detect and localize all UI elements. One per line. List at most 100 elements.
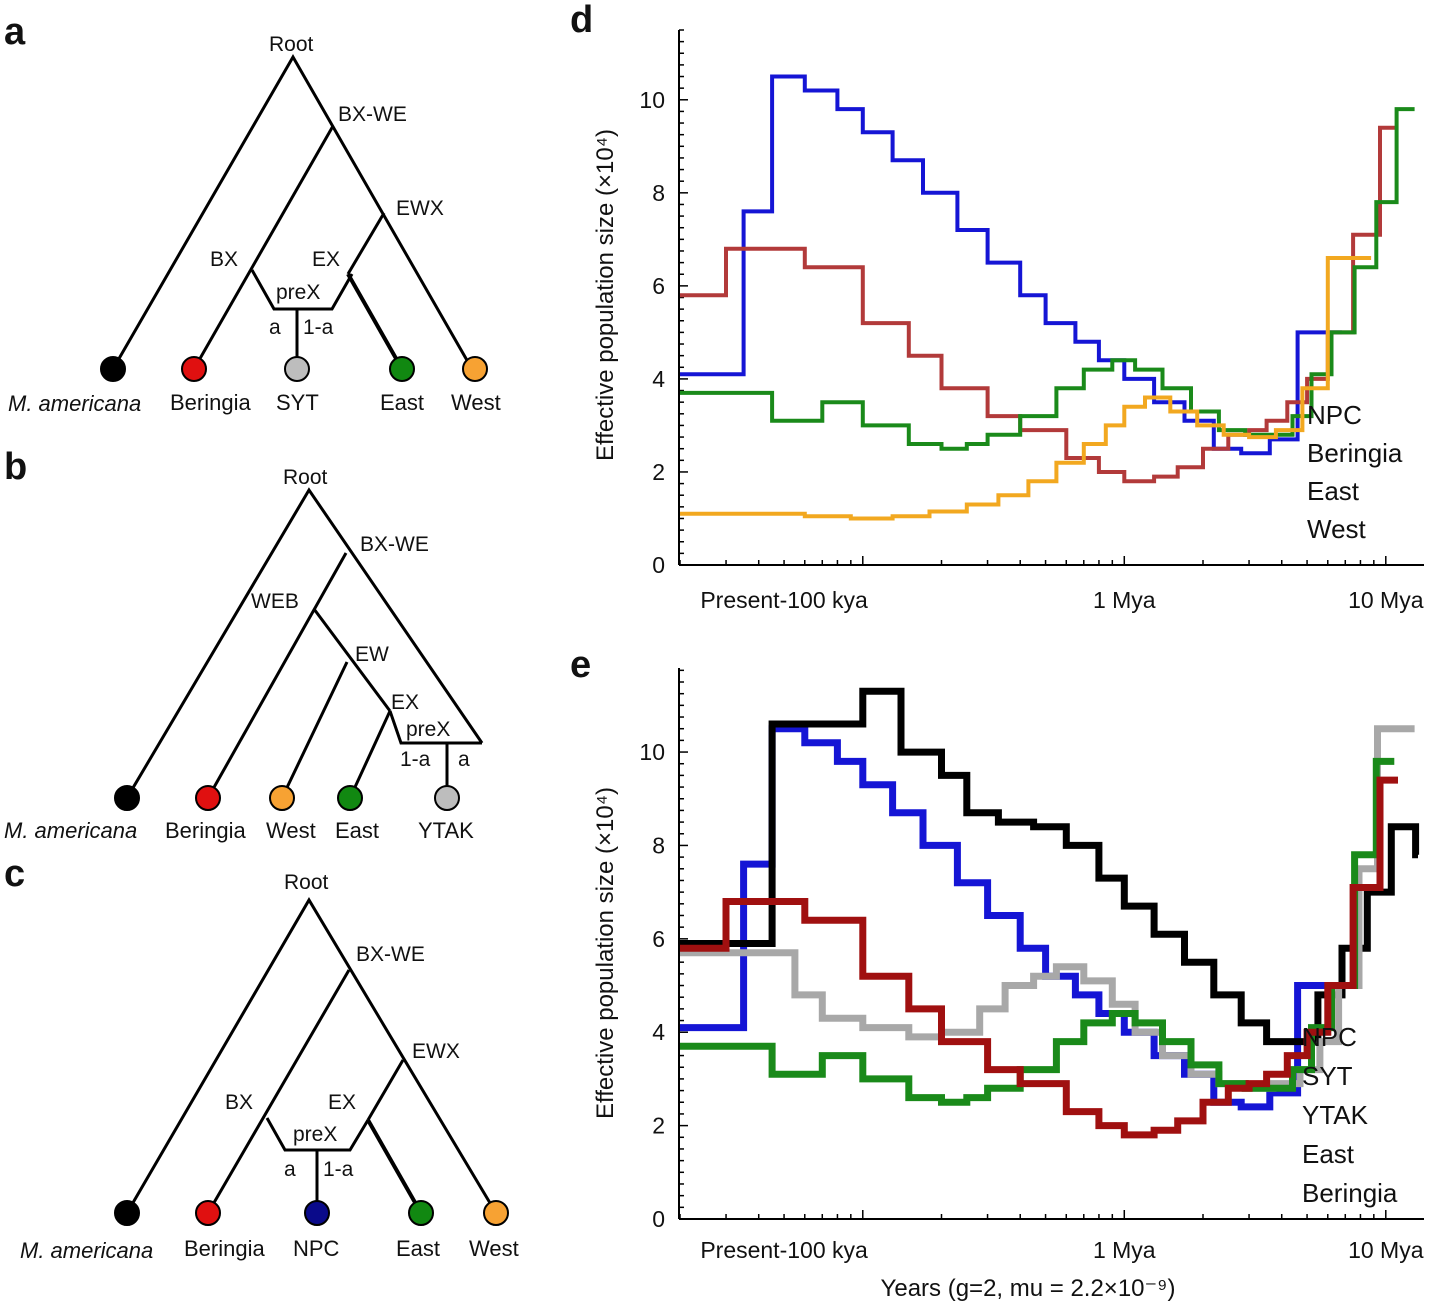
node-label-root: Root [284,871,329,894]
panel-e-letter: e [570,644,591,686]
tree-c-root-branches [125,897,498,1214]
leaf-node-east [337,785,363,811]
node-label-a: a [269,316,281,339]
tree-b-bxwe-branch [206,552,348,799]
series-line-west [680,256,1372,521]
y-tick-label: 4 [652,366,665,392]
tree-b-root-branches [125,487,484,799]
y-tick-label: 10 [639,87,665,113]
y-tick-label: 0 [652,1206,665,1232]
y-tick-label: 6 [652,926,665,952]
legend-label-east: East [1307,476,1360,506]
tree-a-labels: Root BX-WE EWX BX EX preX a 1-a M. ameri… [8,33,501,416]
tree-c-ewx-branch [366,1059,405,1121]
x-tick-label: 10 Mya [1348,587,1424,613]
leaf-label-west: West [469,1236,519,1261]
series-line-npc [680,74,1342,456]
legend-label-east: East [1302,1139,1355,1169]
node-label-root: Root [269,33,314,56]
node-label-bx: BX [225,1091,253,1114]
chart-panel-d: 0 2 4 6 8 10 Present-100 kya 1 Mya 10 Mya Effecti… [592,29,1424,613]
tree-a-ewx-branch [346,212,386,275]
tree-b-ex-branch [348,710,392,799]
tree-b-labels: Root BX-WE WEB EW EX preX 1-a a M. ameri… [4,466,474,843]
leaf-node-west [269,785,295,811]
node-label-ew: EW [355,643,389,666]
legend-label-npc: NPC [1307,400,1362,430]
y-axis-label: Effective population size (×10⁴) [592,129,619,461]
tree-c-bxwe-branch [206,969,351,1214]
tree-panel-c: c [4,853,509,1226]
leaf-label-m-americana: M. americana [8,391,141,416]
series-line-east [680,107,1415,451]
node-label-prex: preX [293,1123,337,1146]
leaf-label-east: East [335,818,379,843]
y-tick-label: 8 [652,180,665,206]
legend-label-syt: SYT [1302,1061,1353,1091]
leaf-label-beringia: Beringia [170,390,251,415]
leaf-node-syt [284,356,310,382]
y-tick-label: 4 [652,1019,665,1045]
x-axis-label: Years (g=2, mu = 2.2×10⁻⁹) [881,1275,1176,1302]
node-label-1-a: 1-a [400,748,431,771]
node-label-ewx: EWX [412,1040,460,1063]
leaf-label-east: East [380,390,424,415]
tree-b-web-branch [312,608,392,712]
leaf-label-syt: SYT [276,390,319,415]
node-label-bx: BX [210,248,238,271]
leaf-label-west: West [266,818,316,843]
x-tick-label: 1 Mya [1093,587,1156,613]
node-label-a: a [284,1158,296,1181]
leaf-label-west: West [451,390,501,415]
y-tick-label: 10 [639,739,665,765]
tree-b-ew-branch [280,661,349,799]
legend-label-west: West [1307,514,1367,544]
leaf-node-m-americana [100,356,126,382]
tree-panel-a: a [4,11,488,382]
leaf-node-east [408,1200,434,1226]
chart-panel-e: 0 2 4 6 8 10 Present-100 kya 1 Mya 10 Mya Effecti… [592,668,1424,1302]
series-line-beringia [680,125,1398,484]
node-label-ex: EX [391,691,419,714]
series-line-east [680,757,1395,1106]
leaf-node-m-americana [114,785,140,811]
node-label-1-a: 1-a [323,1158,354,1181]
node-label-ex: EX [312,248,340,271]
node-label-ex: EX [328,1091,356,1114]
node-label-1-a: 1-a [303,316,334,339]
tree-b-prex-box [388,710,482,745]
legend-label-ytak: YTAK [1302,1100,1369,1130]
node-label-web: WEB [251,590,299,613]
y-tick-label: 6 [652,273,665,299]
y-tick-label: 2 [652,459,665,485]
leaf-node-west [462,356,488,382]
series-line-beringia [680,776,1398,1139]
y-axis-label: Effective population size (×10⁴) [592,787,619,1119]
leaf-node-m-americana [114,1200,140,1226]
x-tick-label: Present-100 kya [700,587,868,613]
panel-a-letter: a [4,11,26,53]
leaf-node-beringia [195,785,221,811]
tree-panel-b: b [4,446,484,811]
node-label-a: a [458,748,470,771]
node-label-bxwe: BX-WE [356,943,425,966]
node-label-bxwe: BX-WE [338,103,407,126]
y-tick-label: 8 [652,832,665,858]
leaf-label-beringia: Beringia [184,1236,265,1261]
leaf-label-ytak: YTAK [418,818,474,843]
y-tick-label: 0 [652,552,665,578]
tree-a-prex-box [250,269,354,311]
series-line-syt [680,687,1420,1046]
leaf-node-west [483,1200,509,1226]
leaf-label-beringia: Beringia [165,818,246,843]
node-label-bxwe: BX-WE [360,533,429,556]
leaf-label-east: East [396,1236,440,1261]
node-label-prex: preX [406,718,450,741]
node-label-root: Root [283,466,328,489]
x-tick-label: 1 Mya [1093,1237,1156,1263]
panel-b-letter: b [4,446,27,488]
leaf-node-east [389,356,415,382]
tree-a-root-branches [111,53,474,370]
tree-c-labels: Root BX-WE EWX BX EX preX a 1-a M. ameri… [20,871,519,1263]
